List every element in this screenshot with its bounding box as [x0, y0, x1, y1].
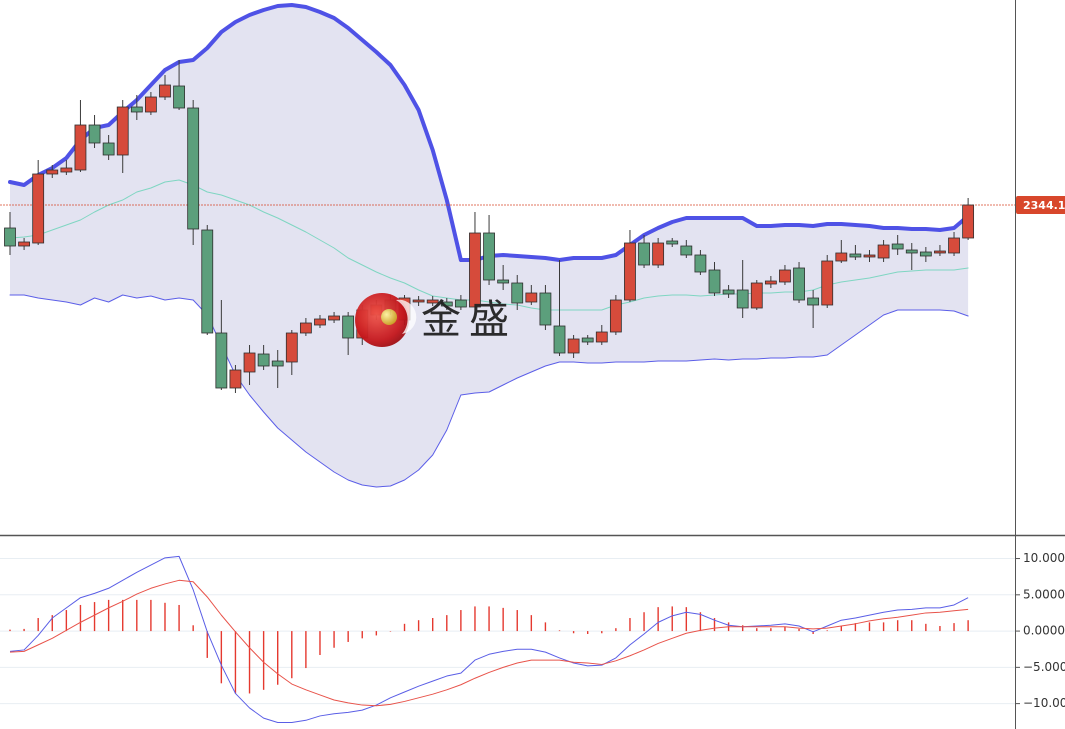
candle-body: [638, 242, 650, 266]
candle-body: [440, 301, 453, 307]
candle-body: [595, 331, 608, 343]
candle-body: [116, 106, 129, 156]
y-tick-label: 5.0000: [1023, 587, 1065, 601]
candle-body: [553, 325, 566, 354]
candle-body: [849, 253, 862, 258]
y-tick-label: −10.0000: [1023, 696, 1065, 710]
candle-body: [426, 299, 439, 304]
candle-body: [807, 297, 820, 306]
candle-body: [863, 254, 876, 258]
candle-body: [821, 260, 834, 306]
logo-swoosh: [396, 299, 417, 334]
candle-body: [130, 106, 143, 113]
candle-body: [243, 352, 256, 373]
y-tick-label: −5.0000: [1023, 660, 1065, 674]
candle-body: [525, 292, 538, 303]
candle-body: [891, 243, 904, 250]
candle-body: [539, 292, 552, 326]
candle-body: [299, 322, 312, 334]
candle-body: [173, 85, 185, 109]
candle-body: [32, 173, 45, 244]
candle-body: [314, 318, 326, 326]
macd-panel: [0, 555, 1015, 723]
candle-body: [144, 96, 157, 113]
candle-body: [74, 124, 87, 171]
candle-body: [257, 353, 270, 367]
candle-body: [102, 142, 115, 156]
candle-body: [779, 269, 791, 283]
candle-body: [46, 169, 59, 175]
candle-body: [469, 232, 481, 308]
candle-body: [764, 280, 777, 285]
candle-body: [793, 267, 805, 301]
candle-body: [271, 360, 284, 367]
candle-body: [4, 227, 16, 247]
candle-body: [934, 250, 946, 254]
watermark: 金盛: [355, 293, 517, 347]
candle-body: [708, 269, 721, 294]
candle-body: [750, 282, 763, 309]
candle-body: [722, 289, 735, 295]
candle-body: [835, 252, 848, 262]
candle-body: [342, 315, 355, 339]
candle-body: [609, 299, 622, 333]
candle-body: [905, 249, 918, 254]
candle-body: [877, 244, 890, 259]
candle-body: [666, 240, 679, 245]
candle-body: [624, 242, 636, 301]
candle-body: [581, 337, 594, 343]
candle-body: [412, 299, 425, 303]
candle-body: [215, 332, 228, 389]
candle-body: [159, 84, 171, 98]
y-tick-label: 10.0000: [1023, 551, 1065, 565]
logo-ball: [381, 309, 397, 325]
candle-body: [328, 315, 340, 321]
candle-body: [454, 299, 467, 308]
candle-body: [962, 204, 975, 239]
current-price-label: 2344.10: [1023, 199, 1065, 212]
candle-body: [229, 369, 242, 389]
candle-body: [567, 338, 580, 354]
current-price-tag: [1016, 196, 1065, 214]
candle-body: [652, 242, 665, 266]
macd-line: [9, 579, 969, 707]
candle-body: [497, 279, 510, 284]
candle-body: [88, 124, 101, 144]
band-line: [9, 179, 969, 311]
band-line: [9, 294, 969, 488]
candle-body: [483, 232, 495, 281]
candle-body: [694, 254, 707, 273]
candle-body: [18, 241, 30, 247]
price-panel: [0, 3, 1015, 488]
candle-body: [60, 167, 73, 173]
macd-line: [9, 555, 969, 723]
candle-body: [511, 282, 524, 304]
overlay: 2344.10 10.0000 5.0000 0.0000 −5.0000 −10.000…: [1015, 196, 1065, 710]
candle-body: [919, 251, 932, 257]
candle-body: [680, 245, 693, 256]
candle-body: [187, 107, 200, 230]
candle-body: [201, 229, 214, 334]
candle-body: [948, 237, 960, 254]
candle-body: [285, 332, 298, 363]
candle-body: [736, 289, 749, 309]
watermark-text: 金盛: [421, 297, 517, 343]
y-tick-label: 0.0000: [1023, 624, 1065, 638]
